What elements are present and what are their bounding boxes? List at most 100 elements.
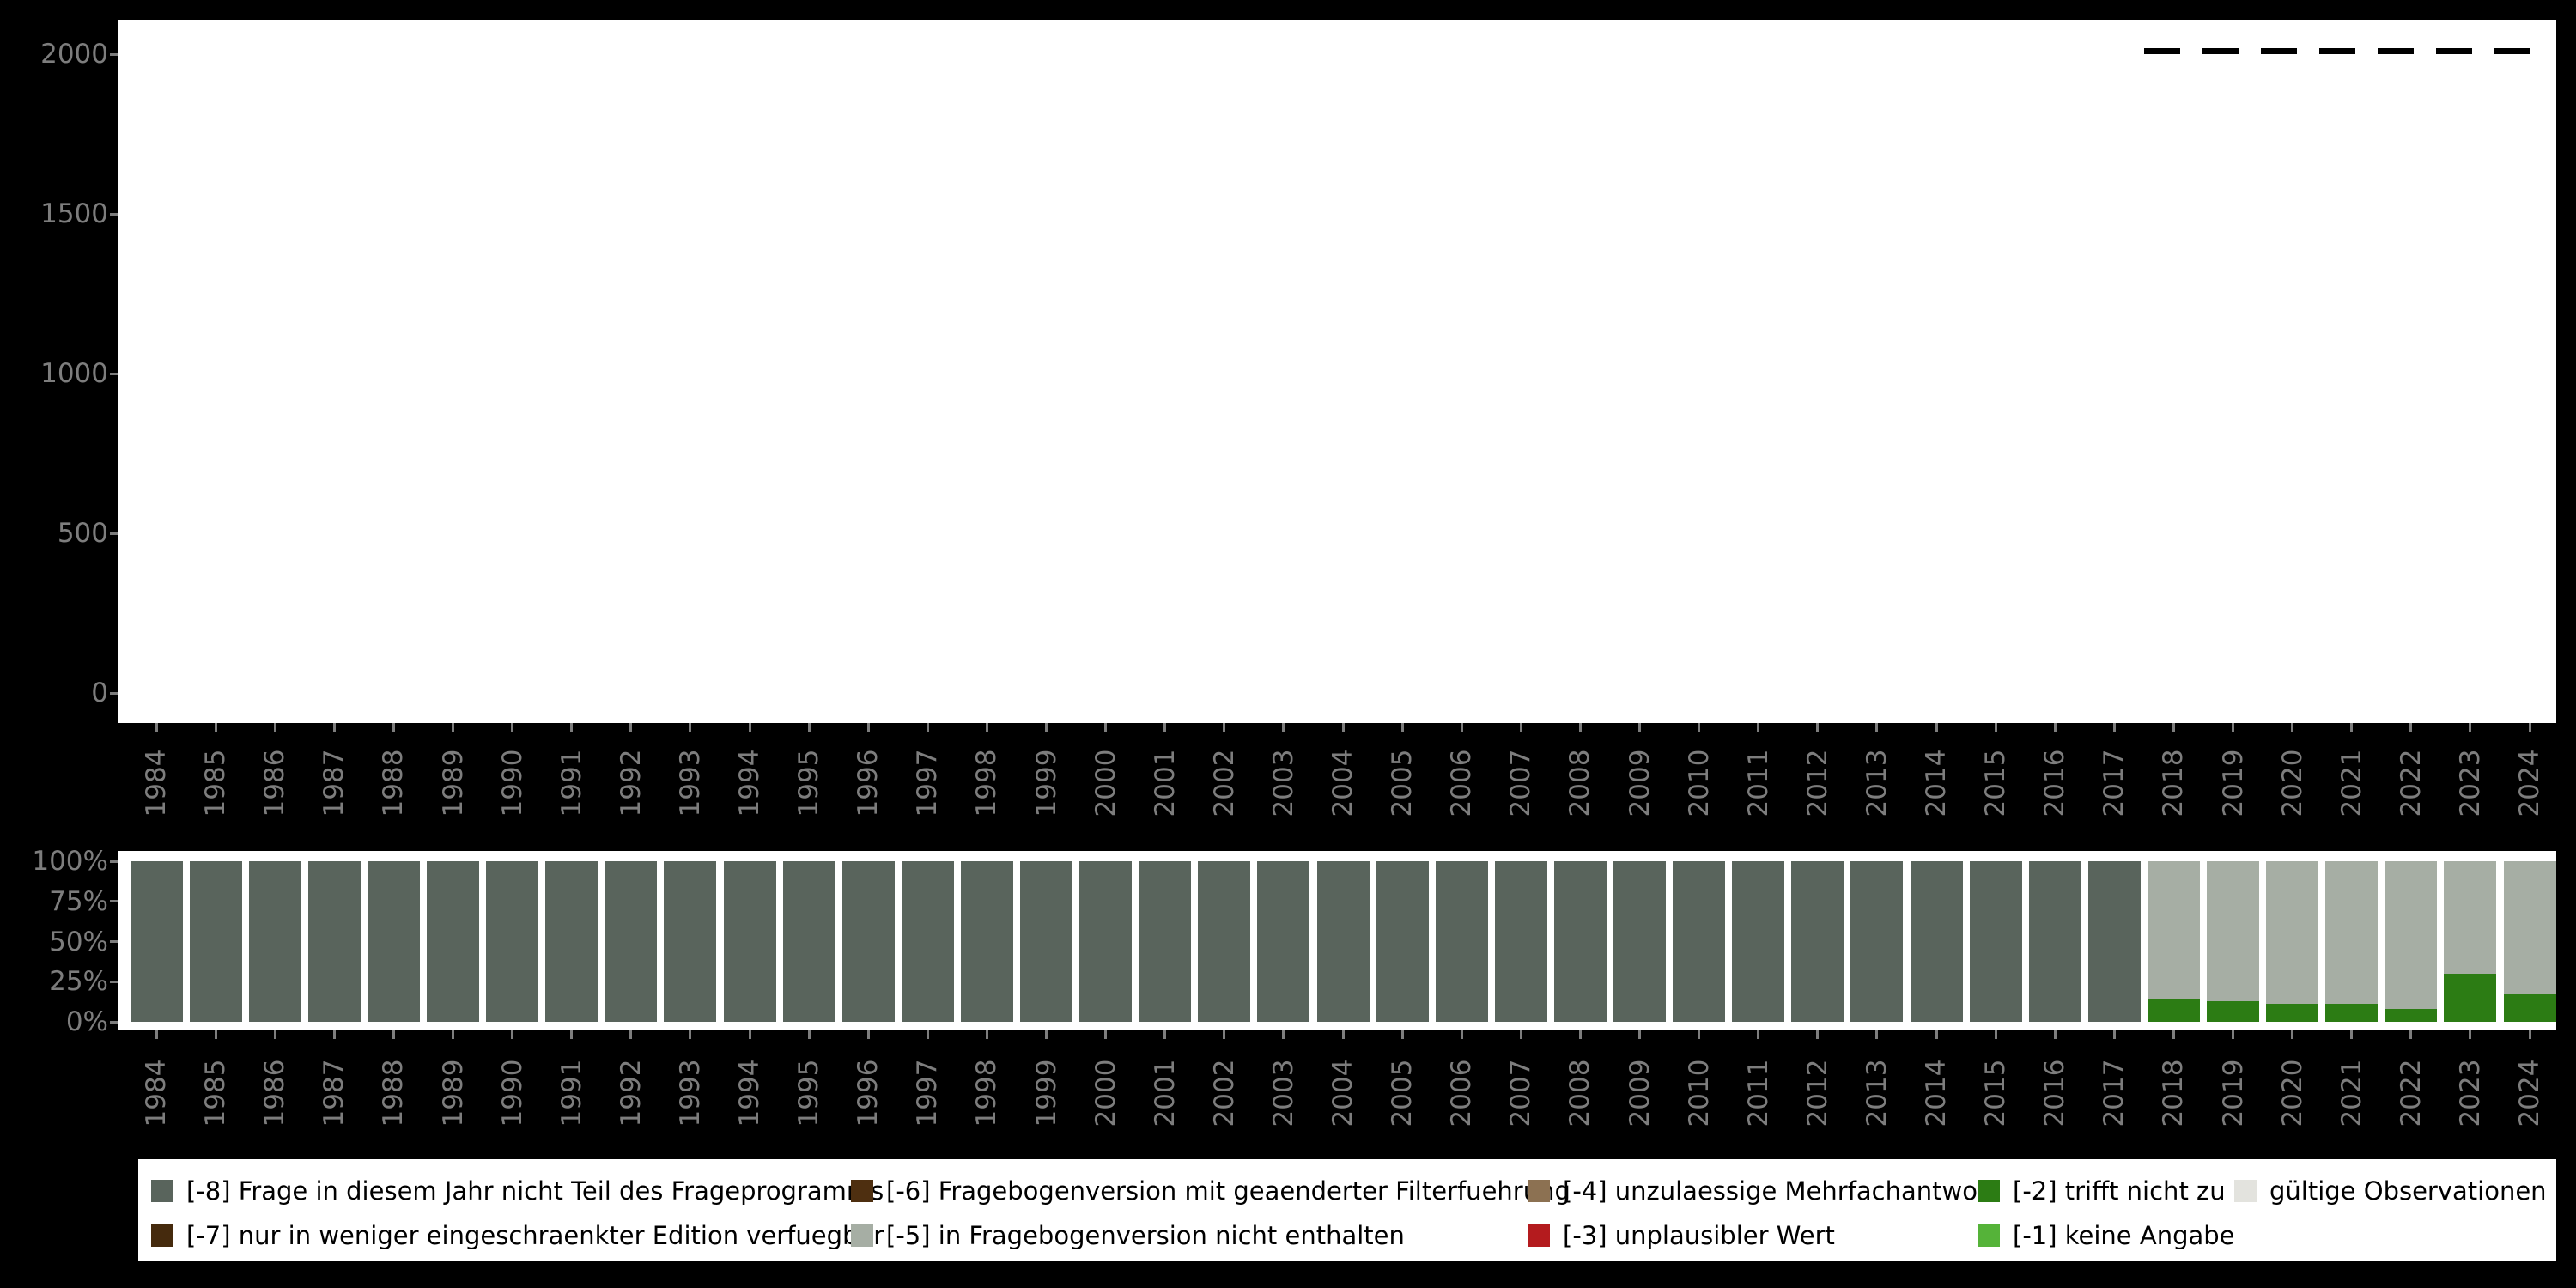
bar-segment (901, 861, 954, 1022)
x-tick-mark (1935, 723, 1938, 732)
x-tick-label: 1988 (378, 749, 410, 817)
x-tick-label: 1990 (496, 1059, 528, 1127)
x-tick-mark (748, 1030, 751, 1039)
x-tick-mark (1757, 1030, 1760, 1039)
x-tick-label: 1988 (378, 1059, 410, 1127)
y-tick-label-percent: 25% (49, 966, 108, 998)
x-tick-label: 1993 (674, 1059, 706, 1127)
y-tick-label-percent: 100% (32, 846, 108, 877)
legend-item: [-3] unplausibler Wert (1528, 1221, 1835, 1250)
bar-segment (1376, 861, 1429, 1022)
x-tick-label: 1987 (319, 749, 350, 817)
x-tick-mark (1935, 1030, 1938, 1039)
x-tick-mark (2232, 1030, 2234, 1039)
x-tick-mark (273, 1030, 276, 1039)
y-tick-mark (110, 52, 118, 56)
x-tick-label: 1994 (734, 749, 765, 817)
x-tick-mark (214, 723, 217, 732)
legend-swatch (1978, 1224, 2000, 1247)
bar-segment (664, 861, 717, 1022)
x-tick-label: 2010 (1683, 1059, 1715, 1127)
x-tick-label: 1997 (912, 749, 944, 817)
bar-segment (1732, 861, 1785, 1022)
x-tick-mark (2469, 723, 2472, 732)
bar-segment (2385, 1009, 2438, 1022)
x-tick-mark (2291, 1030, 2294, 1039)
legend-item-label: [-8] Frage in diesem Jahr nicht Teil des… (186, 1176, 884, 1206)
x-tick-mark (155, 723, 158, 732)
bar-segment (1139, 861, 1192, 1022)
x-tick-mark (1282, 1030, 1285, 1039)
x-tick-label: 2004 (1327, 749, 1358, 817)
bar-segment (782, 861, 835, 1022)
bar-segment (2325, 1004, 2379, 1022)
bar-segment (2385, 861, 2438, 1010)
x-tick-label: 1997 (912, 1059, 944, 1127)
y-tick-mark (110, 940, 118, 943)
x-tick-mark (570, 1030, 574, 1039)
x-tick-label: 2021 (2336, 1059, 2367, 1127)
x-tick-mark (926, 723, 929, 732)
x-tick-label: 2016 (2039, 1059, 2071, 1127)
y-tick-mark (110, 372, 118, 375)
x-tick-label: 2005 (1387, 749, 1419, 817)
bar-segment (1673, 861, 1726, 1022)
x-tick-label: 1995 (793, 749, 825, 817)
bar-segment (1613, 861, 1666, 1022)
bar-segment (2147, 861, 2200, 999)
x-tick-mark (2350, 723, 2354, 732)
x-tick-mark (807, 1030, 811, 1039)
x-tick-mark (570, 723, 574, 732)
legend-item-label: [-5] in Fragebogenversion nicht enthalte… (886, 1221, 1405, 1250)
x-tick-mark (1757, 723, 1760, 732)
x-tick-mark (1163, 1030, 1167, 1039)
x-tick-label: 2002 (1208, 1059, 1240, 1127)
legend-item: [-1] keine Angabe (1978, 1221, 2235, 1250)
bar-segment (1910, 861, 1963, 1022)
x-tick-label: 2018 (2158, 749, 2190, 817)
bar-segment (1850, 861, 1904, 1022)
x-tick-label: 2006 (1446, 1059, 1478, 1127)
x-tick-mark (926, 1030, 929, 1039)
x-tick-mark (1341, 1030, 1345, 1039)
x-tick-mark (392, 1030, 395, 1039)
y-tick-mark (110, 860, 118, 863)
x-tick-label: 2004 (1327, 1059, 1358, 1127)
x-tick-mark (629, 1030, 633, 1039)
x-tick-label: 2000 (1090, 1059, 1121, 1127)
x-tick-mark (1875, 723, 1879, 732)
legend-swatch (1528, 1224, 1550, 1247)
x-tick-label: 1993 (674, 749, 706, 817)
x-tick-mark (452, 723, 454, 732)
x-tick-label: 1992 (615, 749, 647, 817)
x-tick-label: 2001 (1149, 1059, 1181, 1127)
x-tick-label: 2013 (1861, 749, 1893, 817)
y-tick-mark (110, 980, 118, 983)
x-tick-mark (2172, 723, 2175, 732)
legend-item: [-8] Frage in diesem Jahr nicht Teil des… (151, 1176, 884, 1206)
x-tick-mark (511, 723, 514, 732)
x-tick-label: 2003 (1267, 1059, 1299, 1127)
x-tick-mark (155, 1030, 158, 1039)
legend-item: [-5] in Fragebogenversion nicht enthalte… (851, 1221, 1405, 1250)
bar-segment (1969, 861, 2022, 1022)
x-tick-mark (1045, 1030, 1048, 1039)
x-tick-label: 1996 (853, 749, 884, 817)
bar-segment (2503, 861, 2556, 995)
legend-item-label: [-4] unzulaessige Mehrfachantwort (1563, 1176, 1998, 1206)
x-tick-label: 2008 (1564, 1059, 1596, 1127)
legend-item-label: [-6] Fragebogenversion mit geaenderter F… (886, 1176, 1571, 1206)
legend: [-8] Frage in diesem Jahr nicht Teil des… (138, 1159, 2556, 1261)
bar-segment (248, 861, 301, 1022)
x-tick-label: 1998 (971, 1059, 1003, 1127)
x-tick-mark (214, 1030, 217, 1039)
x-tick-label: 1992 (615, 1059, 647, 1127)
x-tick-label: 1996 (853, 1059, 884, 1127)
x-tick-label: 2024 (2514, 749, 2545, 817)
x-tick-mark (2112, 1030, 2116, 1039)
y-tick-mark (110, 532, 118, 535)
x-tick-mark (985, 723, 988, 732)
x-tick-mark (1460, 723, 1463, 732)
x-tick-label: 2000 (1090, 749, 1121, 817)
